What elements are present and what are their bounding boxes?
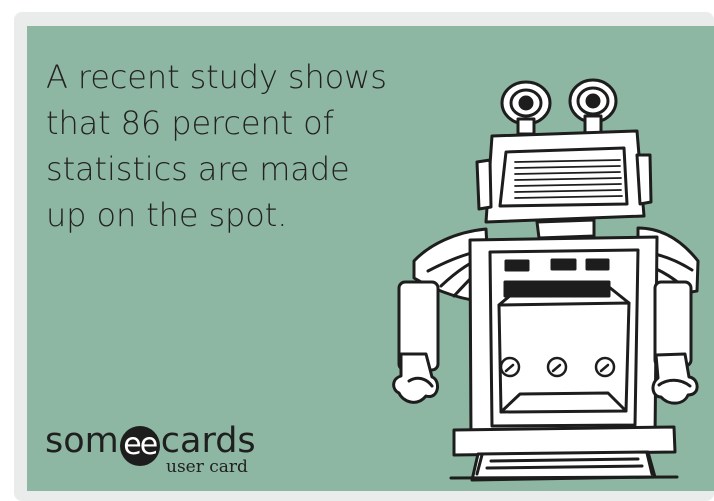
left-eye-icon xyxy=(502,82,550,134)
ecard: A recent study shows that 86 percent of … xyxy=(27,26,714,491)
robot-icon xyxy=(374,56,704,491)
right-eye-icon xyxy=(570,80,616,134)
someecards-logo: som ee cards user card xyxy=(45,421,285,481)
brand-subtitle: user card xyxy=(166,457,248,477)
brand-suffix: cards xyxy=(161,421,256,461)
brand-prefix: som xyxy=(45,421,119,461)
brand-mark-icon: ee xyxy=(120,426,160,466)
